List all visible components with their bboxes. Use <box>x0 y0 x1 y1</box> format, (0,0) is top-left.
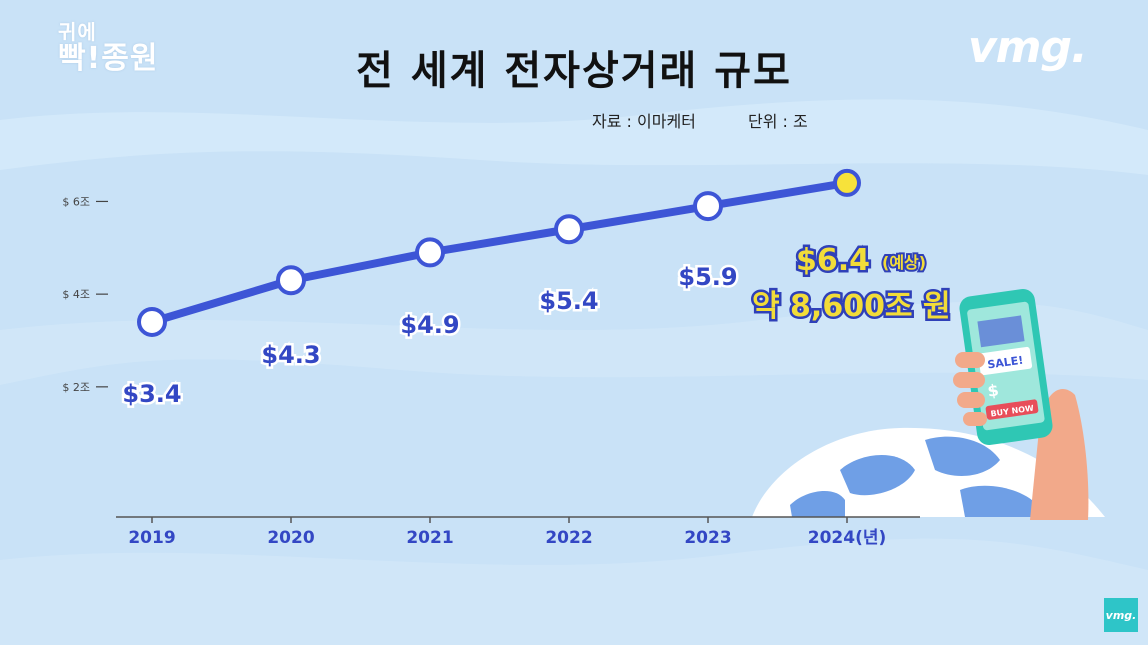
vmg-badge: vmg. <box>1104 598 1138 632</box>
phone-icon: SALE! $ BUY NOW <box>959 288 1053 446</box>
x-tick-label-2020: 2020 <box>267 528 314 548</box>
data-label-2023: $5.9 <box>678 263 737 291</box>
svg-text:$: $ <box>986 380 1000 400</box>
x-tick-label-2023: 2023 <box>684 528 731 548</box>
data-point-2024(년) <box>833 168 861 197</box>
show-logo-line1: 귀에 <box>58 20 97 44</box>
show-logo-line2: 빡!종원 <box>58 41 159 76</box>
data-label-2019: $3.4 <box>122 380 181 408</box>
source-note: 자료 : 이마케터 <box>592 112 696 131</box>
data-label-2021: $4.9 <box>400 311 459 339</box>
x-tick-label-2021: 2021 <box>406 528 453 548</box>
y-tick-label-0: $ 6조 <box>62 195 90 208</box>
forecast-note: (예상) <box>882 253 926 272</box>
data-point-2023 <box>693 191 723 222</box>
data-label-forecast: $6.4 <box>796 243 870 278</box>
data-label-2022: $5.4 <box>539 287 598 315</box>
y-tick-label-1: $ 4조 <box>62 288 90 301</box>
x-tick-label-2022: 2022 <box>545 528 592 548</box>
data-point-2019 <box>137 306 167 337</box>
forecast-conversion: 약 8,600조 원 <box>752 289 951 324</box>
series-line <box>148 178 851 326</box>
data-label-2020: $4.3 <box>261 341 320 369</box>
unit-note: 단위 : 조 <box>748 112 808 131</box>
channel-logo: vmg. <box>968 22 1088 73</box>
svg-text:SALE!: SALE! <box>987 354 1024 372</box>
globe-icon <box>752 427 1105 517</box>
y-tick-label-2: $ 2조 <box>62 381 90 394</box>
x-tick-label-2024(년): 2024(년) <box>808 528 887 548</box>
show-logo: 귀에 빡!종원 <box>58 22 158 74</box>
data-point-2021 <box>415 237 445 268</box>
data-point-2020 <box>276 265 306 296</box>
data-point-2022 <box>554 214 584 245</box>
x-tick-label-2019: 2019 <box>128 528 175 548</box>
chart-title: 전 세계 전자상거래 규모 <box>356 48 792 94</box>
